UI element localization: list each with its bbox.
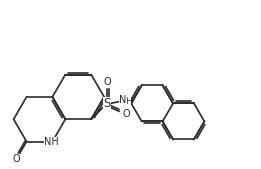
Text: S: S — [103, 97, 111, 110]
Text: NH: NH — [44, 137, 59, 147]
Text: H: H — [125, 97, 131, 106]
Text: O: O — [122, 109, 130, 119]
Text: O: O — [13, 154, 20, 164]
Text: O: O — [103, 77, 111, 87]
Text: N: N — [119, 95, 127, 105]
